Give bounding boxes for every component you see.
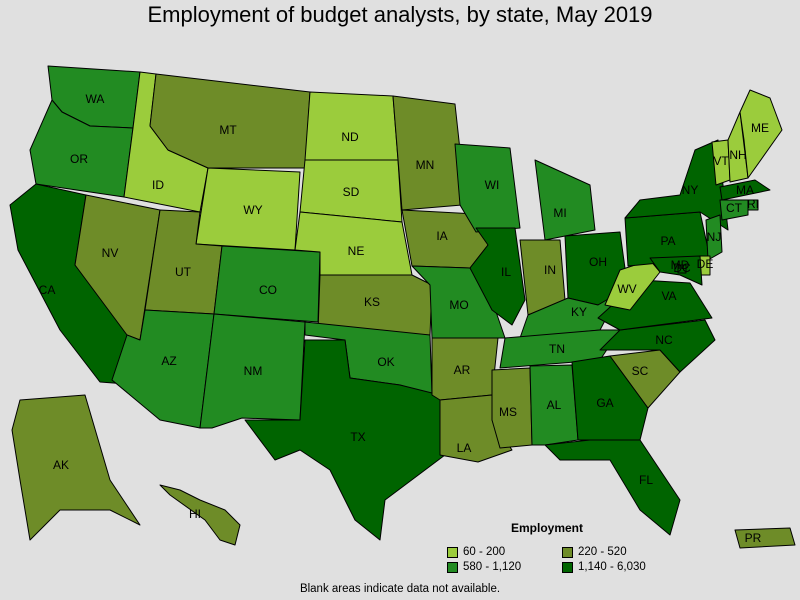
state-label-oh: OH bbox=[589, 255, 607, 269]
state-label-ca: CA bbox=[39, 283, 56, 297]
state-label-or: OR bbox=[70, 152, 88, 166]
state-label-tx: TX bbox=[350, 430, 365, 444]
state-label-wy: WY bbox=[243, 203, 262, 217]
state-label-sd: SD bbox=[343, 185, 360, 199]
state-dc bbox=[677, 264, 687, 274]
state-label-me: ME bbox=[751, 121, 769, 135]
state-label-pr: PR bbox=[745, 531, 762, 545]
state-nj bbox=[705, 214, 723, 261]
state-label-fl: FL bbox=[639, 473, 653, 487]
state-label-az: AZ bbox=[161, 354, 176, 368]
state-label-la: LA bbox=[457, 441, 472, 455]
legend-swatch-2 bbox=[562, 546, 573, 558]
state-ms bbox=[491, 367, 533, 449]
legend-item-1: 60 - 200 bbox=[447, 546, 505, 558]
legend-label-4: 1,140 - 6,030 bbox=[578, 561, 646, 573]
state-label-pa: PA bbox=[660, 234, 675, 248]
state-label-wa: WA bbox=[86, 92, 105, 106]
state-label-ar: AR bbox=[454, 363, 471, 377]
state-pr bbox=[734, 527, 796, 549]
state-label-mn: MN bbox=[416, 158, 435, 172]
state-label-de: DE bbox=[697, 257, 714, 271]
state-label-dc: DC bbox=[673, 261, 691, 275]
footnote: Blank areas indicate data not available. bbox=[299, 583, 501, 595]
state-hi bbox=[159, 484, 241, 546]
state-fl bbox=[544, 439, 681, 536]
map-title: Employment of budget analysts, by state,… bbox=[147, 2, 653, 27]
state-label-tn: TN bbox=[549, 342, 565, 356]
state-label-ia: IA bbox=[436, 229, 447, 243]
state-label-sc: SC bbox=[632, 364, 649, 378]
state-label-vt: VT bbox=[713, 154, 729, 168]
state-label-wi: WI bbox=[485, 178, 500, 192]
state-label-ky: KY bbox=[571, 305, 587, 319]
state-wv bbox=[604, 259, 661, 311]
state-il bbox=[469, 227, 526, 326]
state-me bbox=[739, 89, 783, 179]
state-label-ny: NY bbox=[682, 183, 699, 197]
legend-item-2: 220 - 520 bbox=[562, 546, 627, 558]
legend-item-4: 1,140 - 6,030 bbox=[562, 561, 646, 573]
state-label-mi: MI bbox=[553, 206, 566, 220]
state-mi bbox=[534, 159, 596, 241]
legend-item-3: 580 - 1,120 bbox=[447, 561, 521, 573]
legend-swatch-3 bbox=[447, 561, 458, 573]
state-label-ks: KS bbox=[364, 295, 380, 309]
state-ma bbox=[719, 179, 771, 201]
state-label-md: MD bbox=[671, 258, 690, 272]
legend-title: Employment bbox=[511, 521, 584, 535]
state-label-wv: WV bbox=[617, 282, 636, 296]
state-label-va: VA bbox=[661, 289, 676, 303]
state-ct bbox=[719, 199, 749, 221]
state-label-al: AL bbox=[547, 398, 562, 412]
state-label-il: IL bbox=[501, 265, 511, 279]
state-mn bbox=[392, 95, 463, 211]
state-label-nh: NH bbox=[729, 148, 746, 162]
state-label-co: CO bbox=[259, 283, 277, 297]
state-label-hi: HI bbox=[189, 507, 201, 521]
legend-swatch-1 bbox=[447, 546, 458, 558]
state-tx bbox=[244, 339, 446, 541]
state-label-ak: AK bbox=[53, 458, 69, 472]
state-label-nd: ND bbox=[341, 130, 359, 144]
legend-label-3: 580 - 1,120 bbox=[463, 561, 522, 573]
state-ny bbox=[624, 139, 729, 231]
state-label-ut: UT bbox=[175, 265, 192, 279]
state-nd bbox=[304, 91, 399, 161]
state-label-mo: MO bbox=[449, 298, 468, 312]
state-md bbox=[649, 255, 703, 286]
state-al bbox=[529, 364, 579, 446]
legend-label-1: 60 - 200 bbox=[463, 546, 506, 558]
state-label-id: ID bbox=[152, 178, 164, 192]
state-label-nc: NC bbox=[655, 333, 673, 347]
state-label-nm: NM bbox=[244, 364, 263, 378]
state-label-mt: MT bbox=[219, 123, 237, 137]
state-ak bbox=[11, 394, 141, 541]
legend-swatch-4 bbox=[562, 561, 573, 573]
state-label-ct: CT bbox=[726, 201, 743, 215]
state-label-ga: GA bbox=[596, 396, 613, 410]
state-label-ri: RI bbox=[747, 197, 759, 211]
state-label-ms: MS bbox=[499, 405, 517, 419]
state-label-ok: OK bbox=[377, 355, 394, 369]
legend-label-2: 220 - 520 bbox=[578, 546, 627, 558]
state-label-ne: NE bbox=[348, 244, 365, 258]
state-label-nv: NV bbox=[102, 246, 119, 260]
state-label-ma: MA bbox=[736, 183, 754, 197]
state-label-in: IN bbox=[544, 263, 556, 277]
state-label-nj: NJ bbox=[707, 230, 722, 244]
